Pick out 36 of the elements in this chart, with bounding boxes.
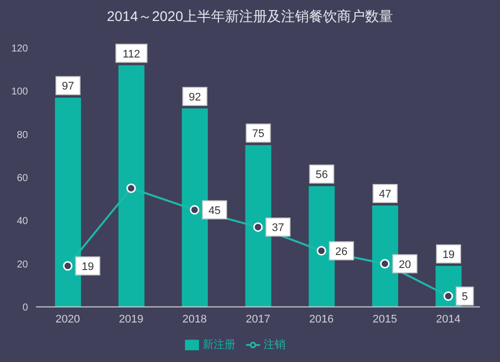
- data-label: 47: [379, 188, 392, 200]
- y-tick-label: 120: [11, 44, 28, 55]
- bar: [182, 108, 208, 307]
- bar: [372, 206, 398, 307]
- x-tick-label: 2016: [309, 314, 334, 326]
- x-tick-label: 2018: [182, 314, 207, 326]
- data-label: 45: [208, 204, 221, 217]
- data-label: 97: [62, 80, 74, 93]
- data-label: 5: [462, 291, 468, 304]
- bar: [308, 186, 335, 307]
- y-tick-label: 20: [16, 259, 28, 270]
- data-label: 92: [188, 91, 201, 104]
- y-tick-label: 60: [16, 173, 28, 184]
- chart-title: 2014～2020上半年新注册及注销餐饮商户数量: [106, 8, 394, 26]
- legend-label: 注销: [264, 338, 286, 351]
- bar: [118, 65, 144, 307]
- data-label: 56: [316, 169, 328, 182]
- y-tick-label: 0: [22, 302, 28, 314]
- data-label: 112: [122, 48, 140, 60]
- y-tick-label: 100: [11, 86, 28, 98]
- y-tick-label: 40: [16, 216, 28, 228]
- legend-label: 新注册: [202, 338, 236, 351]
- x-tick-label: 2017: [246, 314, 270, 326]
- data-label: 75: [252, 128, 264, 140]
- x-tick-label: 2020: [55, 314, 80, 326]
- y-tick-label: 80: [16, 130, 28, 141]
- data-label: 37: [272, 222, 284, 234]
- x-tick-label: 2015: [372, 314, 398, 326]
- data-label: 19: [442, 248, 455, 261]
- data-label: 26: [335, 246, 348, 258]
- bar: [55, 98, 81, 307]
- x-tick-label: 2019: [118, 314, 144, 326]
- data-label: 20: [398, 258, 411, 271]
- bar: [245, 145, 272, 307]
- data-label: 19: [82, 260, 94, 273]
- x-tick-label: 2014: [436, 314, 461, 326]
